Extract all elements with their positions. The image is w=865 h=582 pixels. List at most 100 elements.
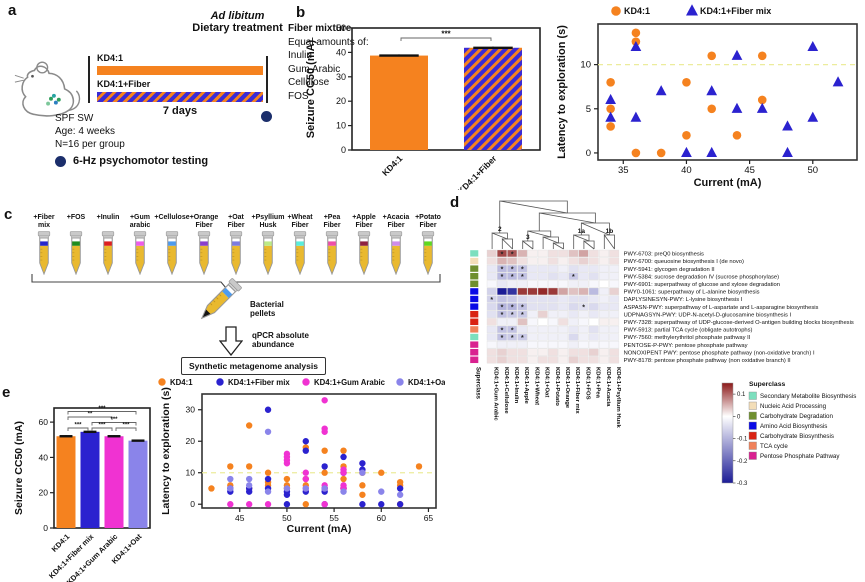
tube-label-line2: Fiber [291,222,309,229]
data-point [321,428,328,435]
dendrogram-branch [491,232,508,249]
seizure-cc50-bar-chart: 0 10 20 30 40 50 Seizure CC50 (mA) KD4:1 KD4:1+F… [305,23,541,190]
chart-text: 65 [424,513,434,523]
chart-text: -0.3 [737,481,748,487]
tube-label-line2: Fiber [195,222,213,229]
legend-swatch [748,391,757,400]
microbe-dot [56,97,61,102]
superclass-strip-cell [469,356,479,364]
data-point [707,104,717,114]
tube-label: +Orange Fiber [182,214,226,230]
chart-text: 50 [336,23,346,33]
tube-cap [69,231,83,237]
heatmap-cell [588,257,599,265]
heatmap-cell [537,280,548,288]
tube [255,231,281,282]
superclass-strip-cell [469,272,479,280]
heatmap-cell [507,318,518,326]
heatmap-cell [537,341,548,349]
heatmap-cell [558,356,569,364]
tube-icon [229,231,243,276]
tube-cap [229,231,243,237]
chart-text: * [521,335,524,342]
heatmap-cell [517,310,528,318]
tube [159,231,185,282]
mouse-whiskers [14,74,24,83]
tube-outline [391,237,401,276]
heatmap-cell [609,265,620,273]
chart-text: Superclass [749,381,785,388]
tube-band [423,241,433,246]
heatmap-cell [588,280,599,288]
heatmap-cell [548,333,558,341]
chart-text: KD4:1 [380,153,405,178]
data-point [359,482,366,489]
chart-text: Seizure CC50 (mA) [305,39,317,138]
heatmap-cell [527,295,538,303]
tube-label-line1: +Gum [129,214,151,221]
heatmap-cell [568,310,579,318]
tube-cap [421,231,435,237]
heatmap-cell [588,356,599,364]
heatmap-cell [507,280,518,288]
heatmap-cell [568,303,579,311]
heatmap-cell [558,257,569,265]
chart-text: PWY-6901: superpathway of glucose and xy… [624,282,780,288]
graduation-mark [219,294,222,297]
heatmap-cell [517,257,528,265]
heatmap-cell [558,265,569,273]
data-point [359,501,366,508]
data-point [264,428,272,435]
chart-text: *** [110,417,118,423]
tube-band [103,241,113,246]
tube-icon [197,231,211,276]
bar [464,47,522,150]
heatmap-cell [599,348,609,356]
chart-text: * [501,305,504,312]
legend-swatch [748,401,757,410]
heatmap-cell [548,287,558,296]
tube-outline [295,237,305,276]
sig-bracket [91,422,137,426]
tube-band [359,241,369,246]
chart-text: * [511,327,514,334]
tube-icon [37,231,51,276]
qpcr-label-line2: abundance [252,340,295,349]
tube-fill [201,291,229,319]
heatmap-cell [537,356,548,364]
dendrogram-branch [583,240,595,250]
pathway-heatmap: 2 3 1a 1b PWY-6703: preQ0 biosynthesisPWY-67… [469,200,856,487]
chart-text: * [490,297,493,304]
dendrogram-branch [499,200,568,233]
heatmap-cell [507,272,518,280]
heatmap-cell [486,310,497,318]
heatmap-cell [568,280,579,288]
pellet-label-line1: Bacterial [250,300,284,309]
heatmap-cell [588,272,599,280]
tube-band [295,241,305,246]
chart-text: * [511,305,514,312]
data-point [245,501,253,508]
heatmap-cell [599,295,609,303]
data-point [396,491,404,498]
data-point [302,447,309,454]
chart-text: KD4:1+Oat [544,367,550,397]
superclass-strip-cell [469,280,479,288]
chart-text: 35 [618,165,629,176]
data-point [378,469,385,476]
chart-text: Amino Acid Biosynthesis [760,423,827,430]
heatmap-cell [497,249,507,258]
heatmap-cell [537,325,548,334]
heatmap-cell [558,280,569,288]
mouse-tail [68,90,81,112]
tube-label-line2: Fiber [355,222,373,229]
heatmap-cell [599,333,609,341]
chart-text: KD4:1+Fiber mix [228,378,290,387]
heatmap-cell [599,249,609,258]
dendrogram-branch [542,236,559,249]
heatmap-cell [497,348,507,356]
microbe-dot [53,100,58,105]
data-point [359,469,366,476]
data-point [611,6,621,16]
